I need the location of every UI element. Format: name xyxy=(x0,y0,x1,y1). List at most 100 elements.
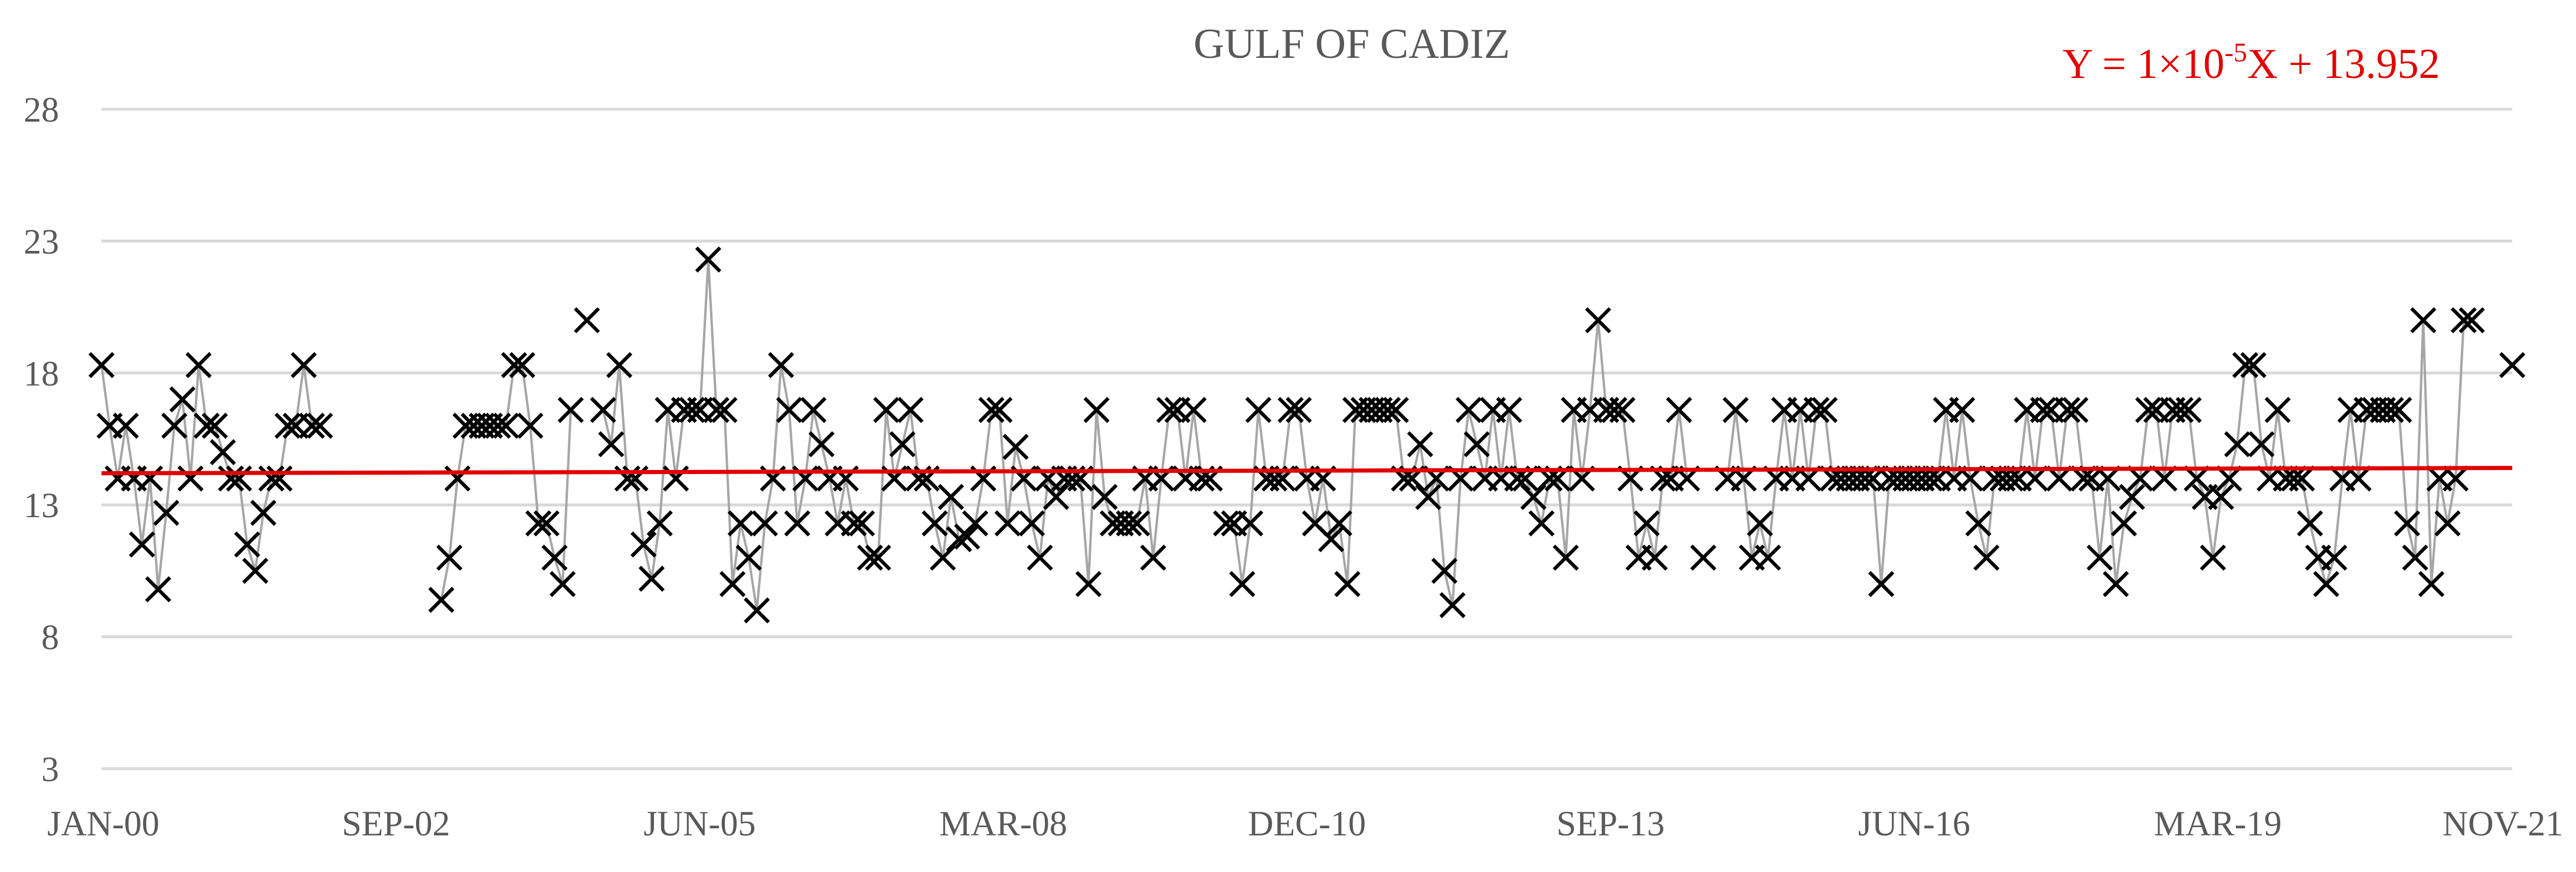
data-point-marker xyxy=(153,499,179,526)
data-point-marker xyxy=(897,397,924,423)
data-point-marker xyxy=(849,510,875,537)
data-point-marker xyxy=(1212,510,1240,537)
data-point-marker xyxy=(129,531,155,558)
data-point-marker xyxy=(727,510,754,537)
trend-line xyxy=(101,466,2513,476)
data-point-marker xyxy=(1747,510,1773,537)
data-point-marker xyxy=(250,499,277,526)
data-point-marker xyxy=(145,576,172,603)
y-tick-label: 8 xyxy=(41,618,59,657)
x-tick-label: DEC-10 xyxy=(1248,804,1366,843)
data-point-marker xyxy=(266,465,293,492)
data-point-marker xyxy=(541,544,568,571)
data-point-marker xyxy=(550,571,576,597)
data-point-marker xyxy=(1318,526,1345,553)
data-point-marker xyxy=(428,586,455,613)
data-point-marker xyxy=(1642,544,1668,571)
x-tick-label: JUN-16 xyxy=(1858,804,1970,843)
data-point-marker xyxy=(1585,307,1611,334)
data-point-marker xyxy=(2167,397,2194,423)
data-point-marker xyxy=(1156,397,1183,423)
data-point-marker xyxy=(1181,397,1207,423)
x-tick-label: JUN-05 xyxy=(643,804,756,843)
data-point-marker xyxy=(784,510,810,537)
data-point-marker xyxy=(177,465,204,492)
data-point-marker xyxy=(88,352,115,378)
data-point-marker xyxy=(1463,431,1490,458)
series-layer xyxy=(88,246,2526,624)
data-point-marker xyxy=(598,431,625,458)
data-point-marker xyxy=(1091,484,1118,510)
data-point-marker xyxy=(1722,397,1749,423)
data-point-marker xyxy=(1552,544,1579,571)
data-point-marker xyxy=(711,397,738,423)
data-point-marker xyxy=(2321,544,2348,571)
data-point-marker xyxy=(1382,397,1409,423)
data-point-marker xyxy=(2289,465,2315,492)
data-point-marker xyxy=(1666,397,1692,423)
data-point-marker xyxy=(234,531,260,558)
data-point-marker xyxy=(606,352,633,378)
data-point-marker xyxy=(2111,510,2137,537)
data-point-marker xyxy=(485,413,511,439)
data-point-marker xyxy=(290,352,317,378)
data-point-marker xyxy=(1868,571,1895,597)
data-point-marker xyxy=(2402,544,2428,571)
data-point-marker xyxy=(2030,397,2057,423)
data-point-marker xyxy=(2135,397,2162,423)
data-point-marker xyxy=(2175,397,2202,423)
data-point-marker xyxy=(169,386,196,413)
data-point-marker xyxy=(1140,544,1166,571)
y-tick-label: 28 xyxy=(24,90,59,129)
data-point-marker xyxy=(646,510,673,537)
data-point-marker xyxy=(630,531,657,558)
data-point-marker xyxy=(225,465,253,492)
data-point-marker xyxy=(978,397,1005,423)
data-point-marker xyxy=(1083,397,1110,423)
data-point-marker xyxy=(2119,484,2146,510)
data-point-marker xyxy=(590,397,616,423)
data-point-marker xyxy=(1609,397,1636,423)
data-point-marker xyxy=(242,557,269,584)
data-point-marker xyxy=(557,397,584,423)
data-point-marker xyxy=(218,465,244,492)
data-point-marker xyxy=(2264,397,2291,423)
data-point-marker xyxy=(1633,510,1660,537)
data-point-marker xyxy=(306,413,334,439)
data-point-marker xyxy=(1755,544,1781,571)
grid-layer xyxy=(102,107,2512,639)
trend-equation: Y = 1×10-5X + 13.952 xyxy=(2062,37,2440,87)
data-point-marker xyxy=(1002,433,1029,461)
data-point-marker xyxy=(857,544,884,571)
data-point-marker xyxy=(210,439,236,465)
x-tick-label: SEP-13 xyxy=(1557,804,1665,843)
data-point-marker xyxy=(2394,510,2420,537)
data-point-marker xyxy=(1075,571,1102,597)
data-point-marker xyxy=(2280,465,2307,492)
data-point-marker xyxy=(1334,571,1361,597)
data-point-marker xyxy=(719,571,746,597)
data-point-marker xyxy=(921,510,948,537)
data-point-marker xyxy=(274,413,301,439)
trend-equation-pre: Y = 1×10 xyxy=(2062,40,2225,87)
data-point-marker xyxy=(2378,397,2404,423)
data-point-marker xyxy=(2434,510,2461,537)
data-point-marker xyxy=(1528,510,1555,537)
y-tick-label: 13 xyxy=(24,486,59,525)
data-point-marker xyxy=(194,413,220,439)
data-point-marker xyxy=(201,413,228,439)
data-point-marker xyxy=(962,510,989,537)
data-point-marker xyxy=(889,431,916,458)
data-point-marker xyxy=(703,397,730,423)
data-point-marker xyxy=(743,597,770,624)
data-point-marker xyxy=(1277,397,1304,423)
data-point-marker xyxy=(299,413,325,439)
x-tick-label: NOV-21 xyxy=(2443,804,2563,843)
y-tick-label: 23 xyxy=(24,222,59,261)
data-point-marker xyxy=(137,465,164,492)
data-point-marker xyxy=(1116,510,1142,537)
axis-layer: 3 8 13 18 23 28 JAN-00 SEP-02 JUN-05 MAR-08 DEC-10… xyxy=(24,90,2563,843)
data-point-marker xyxy=(1496,397,1522,423)
data-point-marker xyxy=(2208,484,2234,510)
